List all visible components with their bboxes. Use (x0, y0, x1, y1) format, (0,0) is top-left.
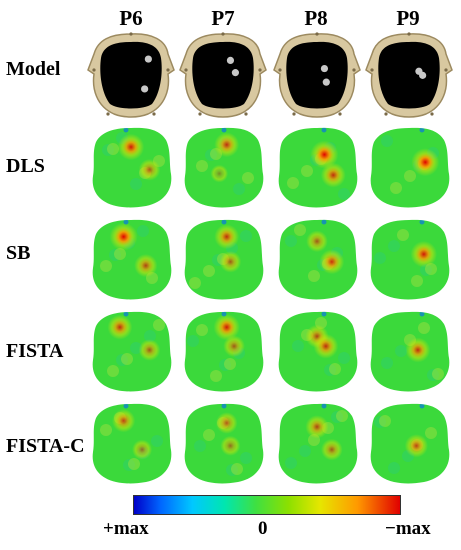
anomaly-blob (138, 159, 161, 181)
reconstruction-image-p8-fista (272, 306, 362, 394)
anomaly-blob (210, 164, 229, 183)
anomaly-blob (319, 249, 345, 275)
reconstruction-image-p9-fista (364, 306, 454, 394)
colorbar (133, 495, 401, 515)
reconstruction-image-p8-sb (272, 214, 362, 302)
column-title-p8: P8 (304, 6, 328, 30)
anomaly-blob (112, 409, 136, 433)
reconstruction-image-p7-dls (178, 122, 268, 210)
anomaly-blob (310, 140, 339, 169)
row-title-model: Model (6, 58, 61, 80)
reconstruction-image-p6-fista (86, 306, 176, 394)
colorbar-label-center: 0 (258, 518, 268, 539)
row-title-dls: DLS (6, 155, 45, 177)
reconstruction-image-p7-fista-c (178, 398, 268, 486)
anomaly-blob (109, 222, 138, 251)
model-image-p9-model (364, 30, 454, 118)
reconstruction-image-p9-dls (364, 122, 454, 210)
anomaly-blob (223, 335, 245, 357)
anomaly-blob (305, 415, 329, 439)
anomaly-blob (410, 241, 437, 268)
model-image-p8-model (272, 30, 362, 118)
column-title-p9: P9 (396, 6, 420, 30)
reconstruction-image-p8-fista-c (272, 398, 362, 486)
reconstruction-image-p6-sb (86, 214, 176, 302)
model-image-p6-model (86, 30, 176, 118)
model-image-p7-model (178, 30, 268, 118)
reconstruction-image-p9-fista-c (364, 398, 454, 486)
reconstruction-image-p9-sb (364, 214, 454, 302)
inclusion-marker (226, 56, 235, 64)
anomaly-blob (405, 337, 431, 363)
anomaly-blob (138, 339, 161, 361)
reconstruction-image-p8-dls (272, 122, 362, 210)
anomaly-blob (214, 224, 240, 250)
reconstruction-image-p7-sb (178, 214, 268, 302)
reconstruction-image-p6-fista-c (86, 398, 176, 486)
colorbar-label-left: +max (103, 518, 149, 539)
anomaly-blob (313, 333, 339, 359)
anomaly-blob (132, 439, 153, 460)
inclusion-marker (141, 85, 149, 93)
anomaly-blob (411, 148, 440, 177)
inclusion-marker (144, 55, 152, 63)
anomaly-blob (320, 162, 346, 188)
anomaly-blob (214, 132, 240, 158)
anomaly-blob (404, 434, 428, 458)
anomaly-blob (306, 230, 328, 253)
anomaly-blob (213, 314, 240, 341)
column-title-p6: P6 (119, 6, 143, 30)
anomaly-blob (134, 254, 158, 278)
anomaly-blob (215, 412, 238, 434)
inclusion-marker (322, 78, 330, 86)
inclusion-marker (320, 64, 329, 73)
anomaly-blob (219, 251, 242, 273)
anomaly-blob (321, 438, 343, 461)
inclusion-marker (419, 71, 427, 79)
column-title-p7: P7 (211, 6, 235, 30)
reconstruction-image-p6-dls (86, 122, 176, 210)
inclusion-marker (231, 69, 239, 77)
anomaly-blob (220, 435, 241, 456)
anomaly-blob (107, 314, 133, 340)
row-title-fista-c: FISTA-C (6, 435, 85, 457)
anomaly-blob (117, 133, 145, 161)
row-title-sb: SB (6, 242, 31, 264)
reconstruction-image-p7-fista (178, 306, 268, 394)
colorbar-label-right: −max (385, 518, 431, 539)
row-title-fista: FISTA (6, 340, 64, 362)
